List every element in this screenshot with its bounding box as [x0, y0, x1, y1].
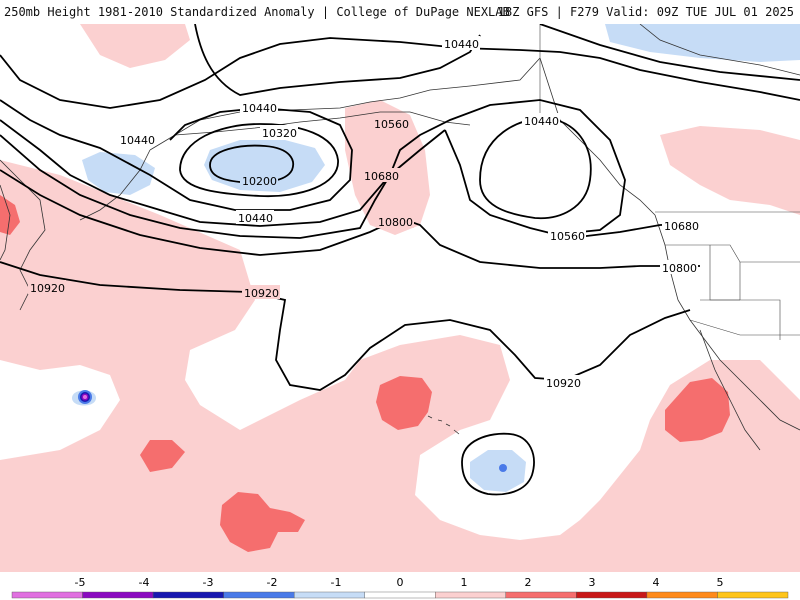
colorbar-swatch: [435, 591, 507, 599]
contour-label: 10680: [364, 170, 399, 183]
colorbar-swatch: [364, 591, 436, 599]
contour-label: 10680: [664, 220, 699, 233]
contour-label: 10440: [238, 212, 273, 225]
contour-label: 10440: [120, 134, 155, 147]
contour-label-group: 10440 10440 10440 10440 10320 10200 1056…: [28, 36, 700, 390]
contour-label: 10920: [244, 287, 279, 300]
colorbar-tick-label: -5: [75, 576, 86, 589]
colorbar-swatch: [82, 591, 154, 599]
header: 250mb Height 1981-2010 Standardized Anom…: [0, 0, 800, 24]
contour-label: 10440: [444, 38, 479, 51]
negative-anomaly-core: [499, 464, 507, 472]
contour-label: 10440: [524, 115, 559, 128]
colorbar-swatch: [576, 591, 648, 599]
strong-positive-anomaly-regions: [0, 195, 730, 552]
colorbar-tick-label: 4: [653, 576, 660, 589]
contour-label: 10440: [242, 102, 277, 115]
colorbar-swatches: [11, 591, 789, 599]
contour-label: 10560: [374, 118, 409, 131]
colorbar-swatch: [646, 591, 718, 599]
colorbar-swatch: [223, 591, 295, 599]
positive-anomaly-regions: [0, 24, 800, 572]
political-boundaries: [539, 24, 800, 340]
colorbar-tick-labels: -5 -4 -3 -2 -1 0 1 2 3 4 5: [75, 576, 724, 589]
colorbar-tick-label: -2: [267, 576, 278, 589]
colorbar-tick-label: 0: [397, 576, 404, 589]
colorbar: -5 -4 -3 -2 -1 0 1 2 3 4 5: [11, 576, 789, 599]
contour-label: 10200: [242, 175, 277, 188]
colorbar-swatch: [505, 591, 577, 599]
colorbar-swatch: [152, 591, 224, 599]
model-run-info: 18Z GFS | F279 Valid: 09Z TUE JUL 01 202…: [497, 5, 794, 19]
colorbar-swatch: [11, 591, 83, 599]
contour-label: 10320: [262, 127, 297, 140]
contour-label: 10920: [30, 282, 65, 295]
colorbar-tick-label: -1: [331, 576, 342, 589]
colorbar-tick-label: -3: [203, 576, 214, 589]
colorbar-tick-label: 1: [461, 576, 468, 589]
contour-label: 10800: [662, 262, 697, 275]
colorbar-tick-label: 2: [525, 576, 532, 589]
colorbar-swatch: [717, 591, 789, 599]
contour-label: 10800: [378, 216, 413, 229]
colorbar-tick-label: 5: [717, 576, 724, 589]
colorbar-swatch: [293, 591, 365, 599]
colorbar-tick-label: -4: [139, 576, 150, 589]
anomaly-map: 10440 10440 10440 10440 10320 10200 1056…: [0, 24, 800, 572]
map-title: 250mb Height 1981-2010 Standardized Anom…: [4, 5, 510, 19]
contour-label: 10920: [546, 377, 581, 390]
contour-label: 10560: [550, 230, 585, 243]
colorbar-tick-label: 3: [589, 576, 596, 589]
